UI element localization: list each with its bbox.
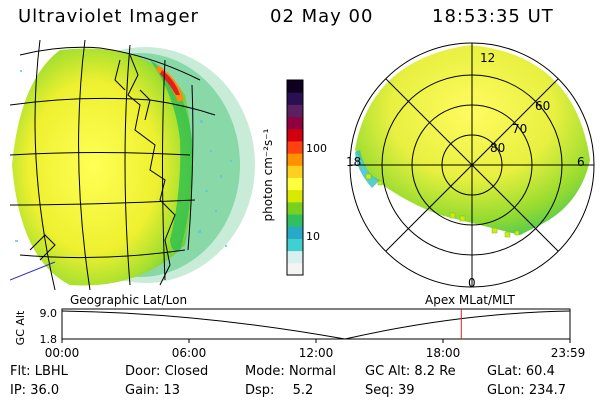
colorbar-unit-label: photon cm⁻²s⁻¹ bbox=[261, 128, 275, 221]
colorbar-swatch bbox=[287, 262, 303, 276]
colorbar-swatch bbox=[287, 238, 303, 252]
colorbar-swatch bbox=[287, 80, 303, 93]
observation-date: 02 May 00 bbox=[270, 6, 374, 27]
lat-lon-grid bbox=[10, 40, 216, 290]
info-mode: Mode: Normal bbox=[245, 364, 336, 379]
colorbar-tick-100: 100 bbox=[306, 142, 327, 155]
info-filter-value: LBHL bbox=[34, 364, 68, 379]
colorbar-swatch bbox=[287, 165, 303, 178]
colorbar-swatch bbox=[287, 214, 303, 227]
timeline-ytick-high: 9.0 bbox=[40, 307, 58, 320]
colorbar-swatch bbox=[287, 250, 303, 264]
colorbar-swatch bbox=[287, 104, 303, 118]
info-glat-label: GLat: bbox=[487, 364, 522, 379]
mlat-label-70: 70 bbox=[512, 122, 527, 136]
colorbar-swatch bbox=[287, 140, 303, 154]
info-glon-label: GLon: bbox=[487, 383, 525, 398]
info-gain-label: Gain: bbox=[125, 383, 160, 398]
info-gc-alt-label: GC Alt: bbox=[365, 364, 411, 379]
info-dsp-value: 5.2 bbox=[292, 383, 314, 398]
polar-grid bbox=[349, 42, 595, 288]
colorbar bbox=[286, 79, 304, 276]
info-seq-label: Seq: bbox=[365, 383, 394, 398]
info-gc-alt-value: 8.2 Re bbox=[414, 364, 456, 379]
info-mode-value: Normal bbox=[288, 364, 336, 379]
polar-plot: 12 18 6 0 60 70 80 bbox=[346, 42, 595, 290]
altitude-timeline: GC Alt 9.0 1.8 00:00 06:00 12:00 18:00 2… bbox=[14, 307, 585, 360]
info-glon-value: 234.7 bbox=[528, 383, 567, 398]
mlt-label-0: 0 bbox=[468, 276, 476, 290]
orbit-track bbox=[10, 261, 56, 281]
colorbar-swatch bbox=[287, 92, 303, 105]
colorbar-swatch bbox=[287, 177, 303, 191]
mlt-label-6: 6 bbox=[577, 155, 585, 169]
info-ip: IP: 36.0 bbox=[10, 383, 59, 398]
colorbar-frame bbox=[286, 79, 304, 276]
mlat-label-60: 60 bbox=[535, 99, 550, 113]
timeline-xtick-2: 12:00 bbox=[299, 346, 334, 360]
colorbar-swatch bbox=[287, 226, 303, 239]
info-dsp-label: Dsp: bbox=[245, 383, 275, 398]
colorbar-swatch bbox=[287, 153, 303, 166]
timeline-xtick-0: 00:00 bbox=[45, 346, 80, 360]
info-door-label: Door: bbox=[125, 364, 161, 379]
colorbar-swatch bbox=[287, 128, 303, 142]
info-ip-value: 36.0 bbox=[30, 383, 60, 398]
auroral-patches bbox=[365, 173, 520, 238]
sunlit-disk bbox=[12, 48, 193, 286]
colorbar-swatch bbox=[287, 116, 303, 130]
observation-time: 18:53:35 UT bbox=[432, 6, 554, 27]
info-gain-value: 13 bbox=[163, 383, 180, 398]
timeline-axis-label: GC Alt bbox=[14, 310, 27, 345]
polar-plot-title: Apex MLat/MLT bbox=[425, 293, 515, 307]
info-ip-label: IP: bbox=[10, 383, 27, 398]
timeline-ytick-low: 1.8 bbox=[40, 333, 58, 346]
instrument-title: Ultraviolet Imager bbox=[18, 6, 199, 27]
geographic-image bbox=[10, 40, 255, 290]
info-door: Door: Closed bbox=[125, 364, 208, 379]
timeline-xtick-4: 23:59 bbox=[551, 346, 586, 360]
info-gain: Gain: 13 bbox=[125, 383, 180, 398]
info-gc-alt: GC Alt: 8.2 Re bbox=[365, 364, 456, 379]
info-glon: GLon: 234.7 bbox=[487, 383, 566, 398]
info-glat: GLat: 60.4 bbox=[487, 364, 555, 379]
info-glat-value: 60.4 bbox=[525, 364, 555, 379]
colorbar-swatch bbox=[287, 189, 303, 203]
info-dsp: Dsp: 5.2 bbox=[245, 383, 313, 398]
coastline bbox=[29, 54, 176, 286]
info-door-value: Closed bbox=[164, 364, 209, 379]
colorbar-tick-10: 10 bbox=[306, 230, 320, 243]
info-filter: Flt: LBHL bbox=[10, 364, 68, 379]
timeline-xtick-3: 18:00 bbox=[426, 346, 461, 360]
timeline-xtick-1: 06:00 bbox=[172, 346, 207, 360]
mlt-label-12: 12 bbox=[480, 51, 495, 65]
info-seq-value: 39 bbox=[398, 383, 415, 398]
info-filter-label: Flt: bbox=[10, 364, 31, 379]
altitude-curve bbox=[61, 310, 571, 340]
timeline-ticks bbox=[61, 339, 571, 343]
mlt-label-18: 18 bbox=[346, 155, 361, 169]
info-seq: Seq: 39 bbox=[365, 383, 415, 398]
mlat-label-80: 80 bbox=[490, 141, 505, 155]
colorbar-swatch bbox=[287, 201, 303, 215]
geo-plot-title: Geographic Lat/Lon bbox=[70, 293, 187, 307]
info-mode-label: Mode: bbox=[245, 364, 285, 379]
noise-speckles bbox=[15, 70, 232, 247]
